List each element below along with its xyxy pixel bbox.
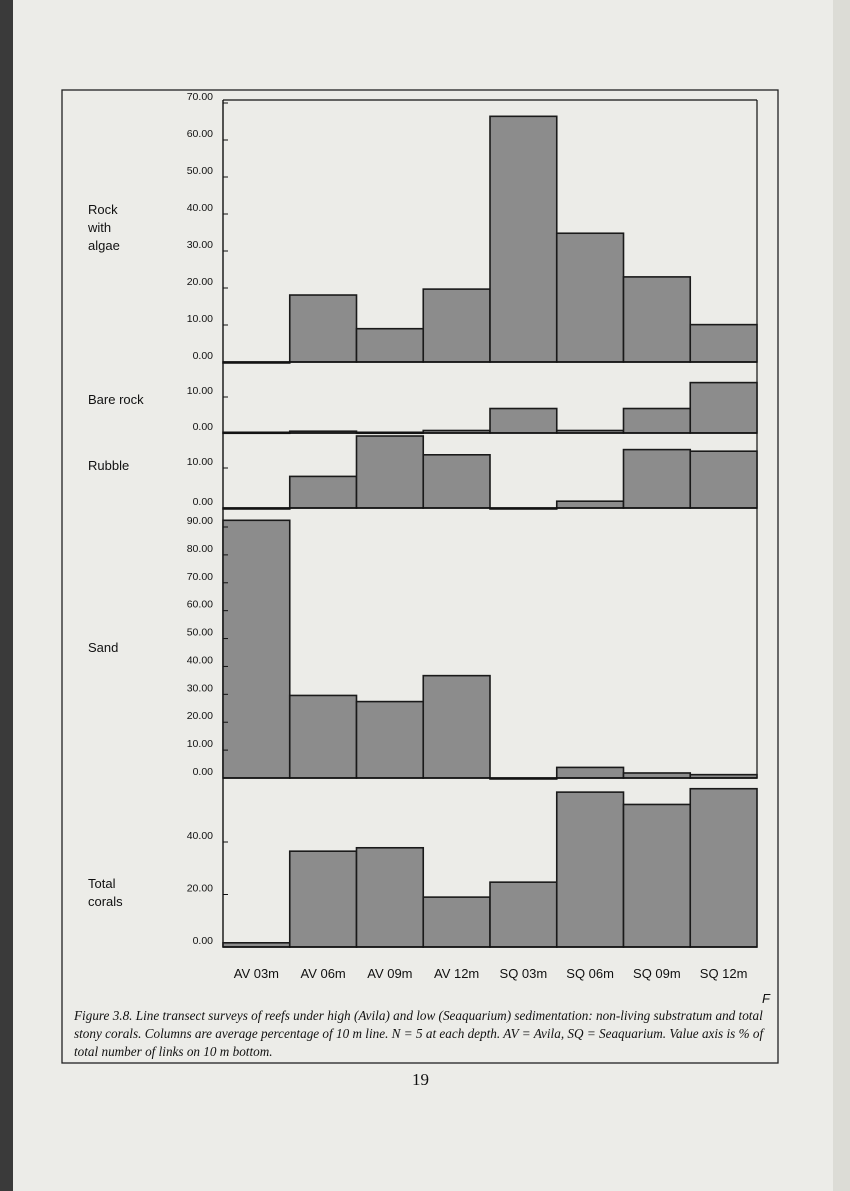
bar-sq-12m <box>689 381 758 434</box>
bar-av-12m <box>422 896 491 948</box>
y-tick-label: 40.00 <box>187 830 213 842</box>
y-tick-label: 30.00 <box>187 682 213 694</box>
bar-sq-06m <box>555 791 625 948</box>
bar-av-09m <box>355 327 425 363</box>
y-tick-label: 10.00 <box>187 456 213 468</box>
bar-av-06m <box>288 850 358 948</box>
y-tick-label: 40.00 <box>187 654 213 666</box>
x-tick-label: AV 03m <box>234 966 279 981</box>
panel-bare-rock: 0.00 10.00 Bare rock <box>88 381 758 435</box>
bar-sq-06m <box>555 500 625 509</box>
panel-label: with <box>87 220 111 235</box>
bar-av-12m <box>422 288 491 363</box>
bar-sq-09m <box>622 803 692 948</box>
y-tick-label: 0.00 <box>193 350 214 362</box>
figure-caption: Figure 3.8. Line transect surveys of ree… <box>74 1008 764 1059</box>
binding-edge <box>0 0 13 1191</box>
bar-sq-12m <box>689 787 758 948</box>
panel-total-corals: 0.00 20.00 40.00 Total corals <box>88 787 758 948</box>
bar-sq-03m <box>489 881 558 948</box>
x-tick-label: SQ 09m <box>633 966 681 981</box>
y-tick-label: 70.00 <box>187 91 213 103</box>
y-tick-label: 50.00 <box>187 165 213 177</box>
page-number: 19 <box>412 1070 429 1089</box>
chart-panels: 0.00 10.00 20.00 30.00 40.00 50.00 60.00 70.00 R… <box>87 91 758 948</box>
bar-sq-12m <box>689 450 758 509</box>
bar-av-09m <box>355 435 425 509</box>
bar-sq-09m <box>622 276 692 363</box>
x-tick-label: SQ 12m <box>700 966 748 981</box>
bar-sq-03m <box>489 115 558 363</box>
bar-av-06m <box>288 475 358 509</box>
panel-rubble: 0.00 10.00 Rubble <box>88 435 758 510</box>
x-axis-labels: AV 03m AV 06m AV 09m AV 12m SQ 03m SQ 06m SQ 0… <box>234 966 748 981</box>
y-tick-label: 0.00 <box>193 421 214 433</box>
page-edge <box>833 0 850 1191</box>
y-tick-label: 50.00 <box>187 627 213 639</box>
y-tick-label: 70.00 <box>187 571 213 583</box>
y-tick-label: 10.00 <box>187 313 213 325</box>
bar-sq-09m <box>622 448 692 509</box>
bar-av-06m <box>288 294 358 363</box>
y-tick-label: 0.00 <box>193 496 214 508</box>
panel-label: Bare rock <box>88 392 144 407</box>
panel-label: corals <box>88 894 123 909</box>
panel-label: algae <box>88 238 120 253</box>
y-tick-label: 20.00 <box>187 710 213 722</box>
panel-label: Sand <box>88 640 118 655</box>
y-tick-label: 80.00 <box>187 543 213 555</box>
y-tick-label: 10.00 <box>187 385 213 397</box>
panel-label: Total <box>88 876 116 891</box>
bar-av-09m <box>355 700 425 779</box>
y-tick-label: 20.00 <box>187 883 213 895</box>
x-tick-label: SQ 03m <box>500 966 548 981</box>
bar-sq-03m <box>489 407 558 434</box>
x-tick-label: AV 12m <box>434 966 479 981</box>
x-tick-label: AV 06m <box>300 966 345 981</box>
panel-rock-with-algae: 0.00 10.00 20.00 30.00 40.00 50.00 60.00 70.00 R… <box>87 91 758 364</box>
y-tick-label: 0.00 <box>193 766 214 778</box>
y-tick-label: 0.00 <box>193 935 214 947</box>
y-tick-label: 60.00 <box>187 599 213 611</box>
y-tick-label: 20.00 <box>187 276 213 288</box>
panel-label: Rubble <box>88 458 129 473</box>
y-tick-label: 30.00 <box>187 239 213 251</box>
y-tick-label: 60.00 <box>187 128 213 140</box>
x-tick-label: AV 09m <box>367 966 412 981</box>
bar-sq-06m <box>555 766 625 779</box>
bar-sq-12m <box>689 323 758 363</box>
y-tick-label: 10.00 <box>187 738 213 750</box>
bar-av-12m <box>422 453 491 509</box>
bar-av-03m <box>222 519 291 779</box>
x-tick-label: SQ 06m <box>566 966 614 981</box>
bar-av-12m <box>422 674 491 779</box>
panel-label: Rock <box>88 202 118 217</box>
bar-av-06m <box>288 694 358 779</box>
panel-sand: 0.00 10.00 20.00 30.00 40.00 50.00 60.00 70.00 8… <box>88 515 758 780</box>
y-tick-label: 40.00 <box>187 202 213 214</box>
stray-mark: F <box>762 991 771 1006</box>
y-tick-label: 90.00 <box>187 515 213 527</box>
bar-sq-06m <box>555 232 625 363</box>
bar-sq-09m <box>622 407 692 434</box>
bar-av-09m <box>355 846 425 948</box>
figure-frame <box>61 89 779 1064</box>
